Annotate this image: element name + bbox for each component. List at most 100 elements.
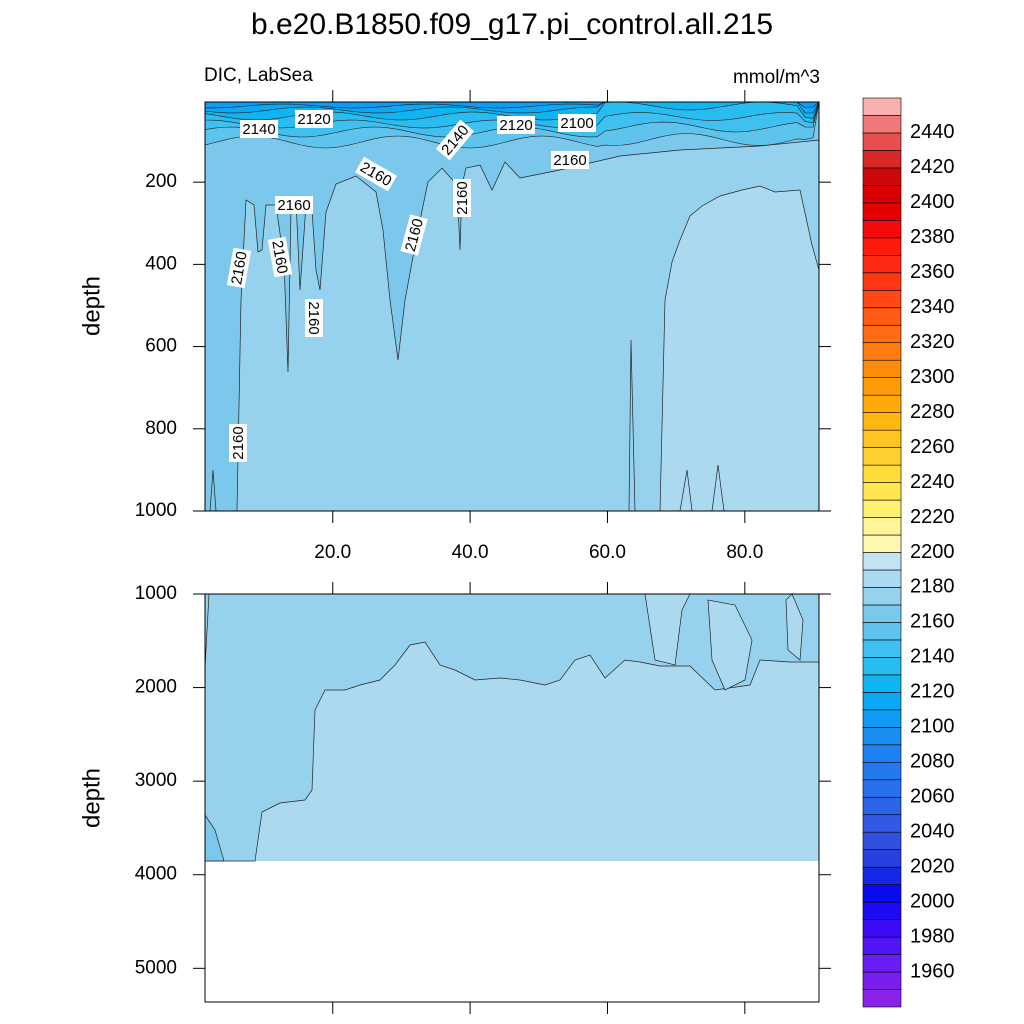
plot-frame bbox=[204, 101, 820, 512]
contour-label-box bbox=[229, 424, 247, 462]
contour-label-text: 2160 bbox=[277, 197, 310, 214]
colorbar-box bbox=[862, 482, 902, 501]
colorbar-tick-label: 2440 bbox=[910, 121, 955, 143]
subtitle-left: DIC, LabSea bbox=[204, 65, 313, 86]
colorbar-tick-label: 2340 bbox=[910, 296, 955, 318]
colorbar-box bbox=[862, 202, 902, 221]
colorbar-box bbox=[862, 569, 902, 588]
colorbar-box bbox=[862, 499, 902, 518]
contour-line bbox=[711, 464, 725, 512]
colorbar-tick-label: 2080 bbox=[910, 751, 955, 773]
colorbar-box bbox=[862, 587, 902, 606]
colorbar-box bbox=[862, 709, 902, 728]
colorbar-box bbox=[862, 989, 902, 1008]
colorbar-box bbox=[862, 289, 902, 309]
colorbar-box bbox=[862, 359, 902, 378]
contour-label: 2160 bbox=[229, 424, 247, 462]
colorbar-box bbox=[862, 185, 902, 204]
colorbar-box bbox=[862, 220, 902, 239]
colorbar-tick-label: 2260 bbox=[910, 436, 955, 458]
colorbar-tick-label: 2240 bbox=[910, 471, 955, 493]
colorbar-box bbox=[862, 412, 902, 431]
contour-label: 2100 bbox=[558, 114, 596, 132]
y-tick-label: 400 bbox=[145, 253, 177, 274]
colorbar-tick-label: 2100 bbox=[910, 716, 955, 738]
contour-label-box bbox=[240, 120, 278, 138]
colorbar-box bbox=[862, 674, 902, 693]
x-tick-label: 80.0 bbox=[726, 542, 763, 563]
contour-label-box bbox=[558, 114, 596, 132]
contour-label-text: 2160 bbox=[228, 250, 251, 286]
colorbar-box bbox=[862, 779, 902, 798]
colorbar-box bbox=[862, 272, 902, 291]
colorbar-box bbox=[862, 831, 902, 850]
colorbar-box bbox=[862, 639, 902, 658]
x-tick-label: 20.0 bbox=[314, 542, 351, 563]
colorbar-box bbox=[862, 954, 902, 973]
plot-frame bbox=[204, 593, 820, 1003]
colorbar-tick-label: 2220 bbox=[910, 506, 955, 528]
colorbar-tick-label: 2060 bbox=[910, 786, 955, 808]
colorbar-box bbox=[862, 552, 902, 571]
x-tick-label: 40.0 bbox=[452, 542, 489, 563]
contour-label: 2160 bbox=[305, 299, 323, 337]
colorbar-tick-label: 2380 bbox=[910, 226, 955, 248]
contour-line bbox=[209, 469, 217, 512]
colorbar-tick-label: 2200 bbox=[910, 541, 955, 563]
colorbar-tick-label: 2320 bbox=[910, 331, 955, 353]
colorbar-tick-label: 2180 bbox=[910, 576, 955, 598]
colorbar-tick-label: 1980 bbox=[910, 925, 955, 947]
y-tick-label: 3000 bbox=[135, 770, 177, 791]
colorbar-box bbox=[862, 744, 902, 763]
x-tick-label: 60.0 bbox=[589, 542, 626, 563]
colorbar-box bbox=[862, 534, 902, 553]
colorbar-tick-label: 2280 bbox=[910, 401, 955, 423]
contour-label: 2160 bbox=[551, 151, 589, 169]
colorbar-tick-label: 2020 bbox=[910, 855, 955, 877]
contour-label-text: 2160 bbox=[268, 239, 291, 275]
y-tick-label: 800 bbox=[145, 418, 177, 439]
contour-label: 2120 bbox=[295, 110, 333, 128]
colorbar-box bbox=[862, 115, 902, 134]
colorbar-box bbox=[862, 814, 902, 833]
contour-label-box bbox=[497, 116, 535, 134]
contour-line bbox=[204, 593, 210, 669]
contour-label-box bbox=[275, 196, 313, 214]
colorbar-box bbox=[862, 884, 902, 903]
colorbar-box bbox=[862, 936, 902, 955]
contour-label: 2160 bbox=[453, 179, 471, 217]
y-tick-label: 600 bbox=[145, 336, 177, 357]
chart-title: b.e20.B1850.f09_g17.pi_control.all.215 bbox=[251, 8, 773, 41]
contour-label-text: 2160 bbox=[454, 181, 471, 214]
colorbar-tick-label: 2140 bbox=[910, 646, 955, 668]
y-tick-label: 200 bbox=[145, 171, 177, 192]
contour-label-box bbox=[226, 247, 252, 289]
colorbar-box bbox=[862, 255, 902, 274]
colorbar-tick-label: 2040 bbox=[910, 820, 955, 842]
contour-label: 2120 bbox=[497, 116, 535, 134]
contour-label-text: 2100 bbox=[560, 115, 593, 132]
colorbar-tick-label: 2120 bbox=[910, 681, 955, 703]
contour-label-box bbox=[267, 236, 293, 278]
colorbar-box bbox=[862, 447, 902, 466]
contour-label-box bbox=[295, 110, 333, 128]
colorbar-box bbox=[862, 132, 902, 151]
colorbar-box bbox=[862, 429, 902, 448]
contour-fill bbox=[659, 185, 820, 512]
colorbar-tick-label: 2420 bbox=[910, 156, 955, 178]
contour-label-box bbox=[435, 119, 475, 161]
contour-label-box bbox=[551, 151, 589, 169]
colorbar-tick-label: 2000 bbox=[910, 890, 955, 912]
contour-label: 2140 bbox=[240, 120, 278, 138]
y-tick-label: 2000 bbox=[135, 677, 177, 698]
contour-label-box bbox=[400, 214, 428, 256]
colorbar-box bbox=[862, 849, 902, 868]
colorbar-box bbox=[862, 901, 902, 920]
colorbar-box bbox=[862, 517, 902, 536]
contour-label: 2160 bbox=[275, 196, 313, 214]
colorbar-box bbox=[862, 622, 902, 641]
colorbar-box bbox=[862, 464, 902, 483]
colorbar-tick-label: 2160 bbox=[910, 611, 955, 633]
colorbar-box bbox=[862, 167, 902, 186]
